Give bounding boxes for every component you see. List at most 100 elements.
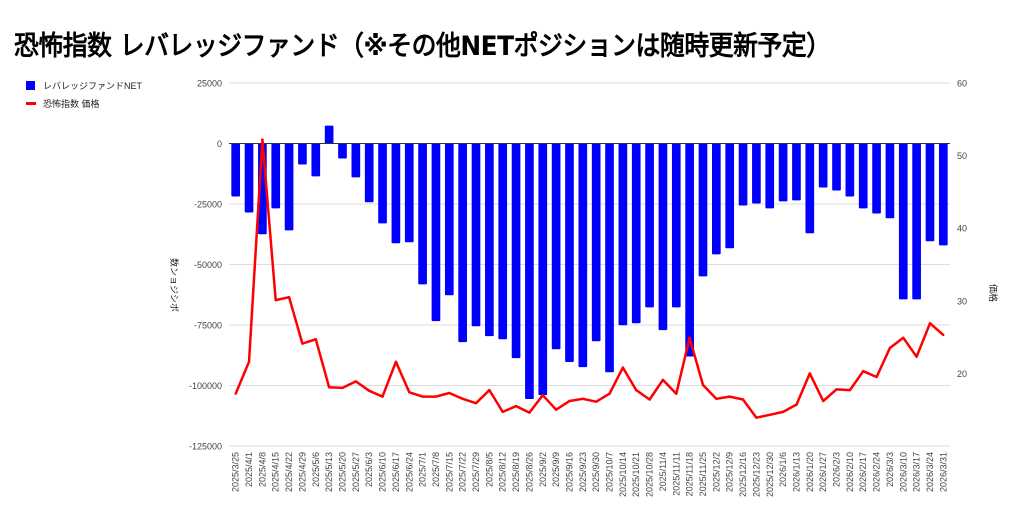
line-point[interactable] bbox=[354, 380, 358, 383]
bar[interactable] bbox=[912, 143, 921, 300]
bar[interactable] bbox=[538, 143, 548, 396]
line-point[interactable] bbox=[888, 346, 892, 350]
bar[interactable] bbox=[631, 143, 641, 324]
line-point[interactable] bbox=[701, 383, 705, 387]
line-point[interactable] bbox=[875, 375, 878, 379]
bar[interactable] bbox=[324, 125, 334, 144]
line-point[interactable] bbox=[768, 413, 771, 416]
bar[interactable] bbox=[418, 143, 427, 285]
bar[interactable] bbox=[284, 143, 294, 231]
bar[interactable] bbox=[858, 143, 868, 209]
bar[interactable] bbox=[351, 143, 361, 178]
bar[interactable] bbox=[364, 143, 374, 203]
bar[interactable] bbox=[898, 143, 908, 300]
bar[interactable] bbox=[712, 143, 721, 255]
bar[interactable] bbox=[431, 143, 441, 322]
line-point[interactable] bbox=[648, 398, 651, 401]
line-point[interactable] bbox=[501, 410, 504, 414]
line-point[interactable] bbox=[715, 397, 718, 401]
line-point[interactable] bbox=[795, 403, 798, 406]
bar[interactable] bbox=[605, 143, 614, 373]
line-point[interactable] bbox=[341, 386, 344, 390]
bar[interactable] bbox=[832, 143, 841, 191]
bar[interactable] bbox=[231, 143, 241, 197]
bar[interactable] bbox=[872, 143, 881, 214]
line-point[interactable] bbox=[915, 355, 918, 358]
line-point[interactable] bbox=[434, 395, 438, 398]
line-point[interactable] bbox=[448, 391, 451, 395]
bar[interactable] bbox=[618, 143, 628, 326]
line-point[interactable] bbox=[928, 322, 932, 325]
line-point[interactable] bbox=[474, 401, 478, 405]
line-point[interactable] bbox=[314, 338, 317, 341]
legend-item-line[interactable]: 恐怖指数 価格 bbox=[26, 94, 142, 112]
bar[interactable] bbox=[578, 143, 588, 368]
line-point[interactable] bbox=[274, 298, 277, 302]
line-point[interactable] bbox=[408, 391, 411, 394]
line-point[interactable] bbox=[661, 378, 665, 382]
bar[interactable] bbox=[525, 143, 534, 400]
bar[interactable] bbox=[765, 143, 775, 209]
bar[interactable] bbox=[404, 143, 414, 243]
bar[interactable] bbox=[444, 143, 454, 296]
line-point[interactable] bbox=[688, 336, 691, 340]
bar[interactable] bbox=[792, 143, 801, 201]
bar[interactable] bbox=[845, 143, 855, 197]
line-point[interactable] bbox=[381, 395, 384, 398]
line-point[interactable] bbox=[541, 393, 544, 397]
bar[interactable] bbox=[778, 143, 788, 202]
bar[interactable] bbox=[511, 143, 521, 359]
line-point[interactable] bbox=[528, 411, 531, 414]
bar[interactable] bbox=[685, 143, 694, 357]
line-point[interactable] bbox=[581, 397, 585, 401]
bar[interactable] bbox=[298, 143, 307, 165]
bar[interactable] bbox=[752, 143, 761, 204]
line-point[interactable] bbox=[728, 395, 731, 398]
line-point[interactable] bbox=[621, 366, 625, 369]
bar[interactable] bbox=[725, 143, 735, 249]
line-point[interactable] bbox=[808, 372, 812, 375]
line-point[interactable] bbox=[327, 385, 331, 389]
bar[interactable] bbox=[498, 143, 508, 340]
bar[interactable] bbox=[565, 143, 574, 363]
line-point[interactable] bbox=[635, 388, 638, 392]
line-point[interactable] bbox=[741, 398, 745, 401]
line-point[interactable] bbox=[554, 408, 558, 411]
bar[interactable] bbox=[818, 143, 828, 188]
line-point[interactable] bbox=[234, 392, 237, 395]
line-point[interactable] bbox=[287, 295, 291, 299]
bar[interactable] bbox=[671, 143, 681, 308]
bar[interactable] bbox=[271, 143, 281, 209]
bar[interactable] bbox=[925, 143, 935, 242]
line-point[interactable] bbox=[514, 404, 518, 408]
line-point[interactable] bbox=[594, 400, 598, 403]
bar[interactable] bbox=[551, 143, 561, 350]
legend-item-bar[interactable]: レバレッジファンドNET bbox=[26, 76, 142, 94]
line-point[interactable] bbox=[902, 336, 905, 340]
bar[interactable] bbox=[244, 143, 254, 213]
bar[interactable] bbox=[805, 143, 815, 234]
bar[interactable] bbox=[885, 143, 895, 219]
bar[interactable] bbox=[458, 143, 467, 343]
bar[interactable] bbox=[591, 143, 601, 342]
line-point[interactable] bbox=[608, 392, 611, 395]
line-path[interactable] bbox=[234, 138, 945, 419]
line-point[interactable] bbox=[781, 410, 785, 414]
bar[interactable] bbox=[378, 143, 387, 224]
bar[interactable] bbox=[645, 143, 654, 308]
line-point[interactable] bbox=[821, 399, 825, 403]
bar[interactable] bbox=[658, 143, 668, 331]
bar[interactable] bbox=[738, 143, 748, 206]
line-point[interactable] bbox=[301, 342, 304, 345]
line-point[interactable] bbox=[421, 395, 424, 398]
line-point[interactable] bbox=[394, 360, 398, 363]
line-point[interactable] bbox=[675, 392, 678, 395]
line-point[interactable] bbox=[568, 399, 571, 403]
bar[interactable] bbox=[391, 143, 401, 244]
line-point[interactable] bbox=[942, 333, 945, 337]
line-point[interactable] bbox=[848, 388, 852, 392]
line-point[interactable] bbox=[755, 416, 758, 419]
line-point[interactable] bbox=[367, 389, 371, 393]
bar[interactable] bbox=[938, 143, 948, 246]
bar[interactable] bbox=[485, 143, 494, 337]
